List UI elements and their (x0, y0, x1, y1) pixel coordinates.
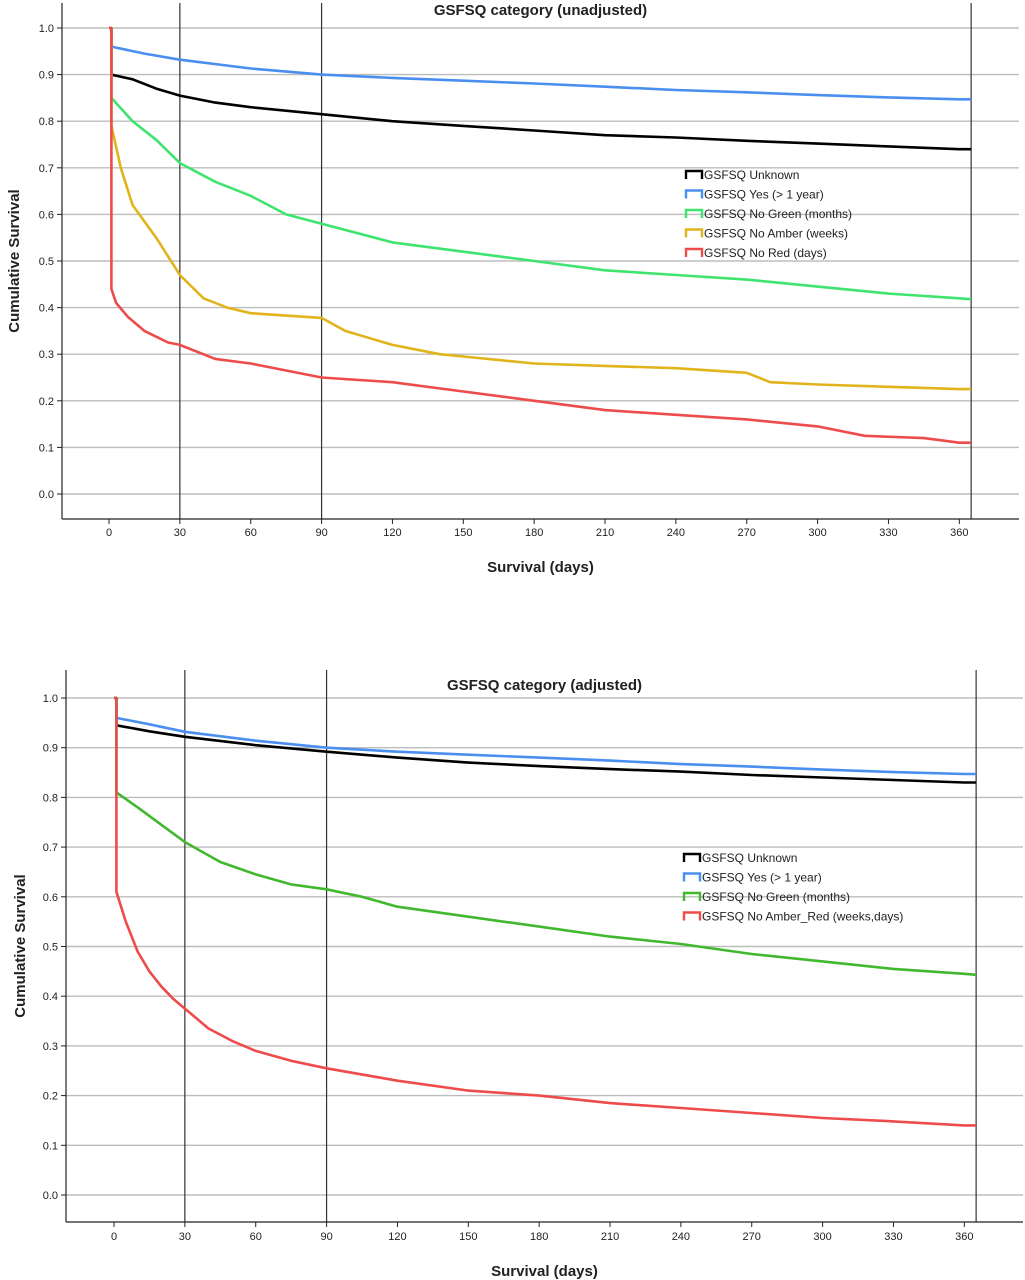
x-tick-label: 30 (174, 527, 186, 539)
x-tick-label: 30 (179, 1231, 191, 1243)
x-tick-label: 270 (743, 1231, 761, 1243)
x-tick-label: 240 (672, 1231, 690, 1243)
series-line (109, 26, 972, 301)
legend-label: GSFSQ No Amber (weeks) (704, 227, 848, 241)
y-tick-label: 0.7 (39, 163, 54, 175)
x-tick-label: 90 (315, 527, 327, 539)
x-tick-label: 270 (738, 527, 756, 539)
series-line (114, 696, 977, 977)
x-tick-label: 120 (383, 527, 401, 539)
x-tick-label: 180 (530, 1231, 548, 1243)
chart-panel-0: 0.0 0.1 0.2 0.3 0.4 0.5 0.6 0.7 0.8 0.9 1.0 0 30 60 90… (6, 2, 1019, 576)
y-tick-label: 0.1 (39, 442, 54, 454)
x-tick-label: 0 (106, 527, 112, 539)
legend-label: GSFSQ Unknown (702, 851, 797, 865)
y-tick-label: 1.0 (39, 23, 54, 35)
legend-swatch (682, 872, 702, 882)
x-tick-label: 300 (813, 1231, 831, 1243)
x-tick-label: 330 (879, 527, 897, 539)
series-line (114, 696, 977, 784)
x-tick-label: 180 (525, 527, 543, 539)
legend-swatch (682, 911, 702, 921)
y-tick-label: 0.6 (39, 209, 54, 221)
y-tick-label: 0.4 (39, 303, 54, 315)
x-tick-label: 240 (667, 527, 685, 539)
legend-label: GSFSQ Yes (> 1 year) (704, 188, 824, 202)
x-tick-label: 330 (884, 1231, 902, 1243)
y-tick-label: 0.6 (43, 892, 58, 904)
y-tick-label: 0.2 (43, 1091, 58, 1103)
legend-swatch (682, 852, 702, 862)
y-tick-label: 0.9 (43, 743, 58, 755)
legend-swatch (684, 189, 704, 199)
chart-title: GSFSQ category (adjusted) (447, 677, 642, 694)
y-tick-label: 0.9 (39, 70, 54, 82)
x-tick-label: 120 (388, 1231, 406, 1243)
legend-swatch (684, 169, 704, 179)
y-tick-label: 0.4 (43, 991, 58, 1003)
legend-label: GSFSQ Yes (> 1 year) (702, 871, 822, 885)
x-tick-label: 90 (320, 1231, 332, 1243)
x-tick-label: 300 (808, 527, 826, 539)
legend-swatch (684, 228, 704, 238)
x-tick-label: 150 (454, 527, 472, 539)
x-tick-label: 360 (950, 527, 968, 539)
y-tick-label: 0.8 (39, 116, 54, 128)
legend-swatch (682, 891, 702, 901)
legend-swatch (684, 247, 704, 257)
series-line (109, 26, 972, 391)
x-tick-label: 150 (459, 1231, 477, 1243)
series-line (114, 696, 977, 776)
x-tick-label: 210 (596, 527, 614, 539)
series-line (109, 26, 972, 101)
y-tick-label: 0.5 (43, 942, 58, 954)
legend-label: GSFSQ Unknown (704, 168, 799, 182)
y-tick-label: 0.0 (39, 489, 54, 501)
y-tick-label: 0.1 (43, 1140, 58, 1152)
legend-label: GSFSQ No Amber_Red (weeks,days) (702, 910, 903, 924)
legend-label: GSFSQ No Green (months) (702, 890, 850, 904)
chart-title: GSFSQ category (unadjusted) (434, 2, 647, 19)
x-tick-label: 360 (955, 1231, 973, 1243)
x-tick-label: 60 (250, 1231, 262, 1243)
x-axis-label: Survival (days) (487, 559, 594, 576)
y-tick-label: 0.7 (43, 842, 58, 854)
series-line (114, 696, 977, 1127)
x-axis-label: Survival (days) (491, 1263, 598, 1280)
series-line (109, 26, 972, 151)
y-axis-label: Cumulative Survival (6, 189, 23, 332)
x-tick-label: 60 (245, 527, 257, 539)
y-axis-label: Cumulative Survival (12, 874, 29, 1017)
chart-panel-1: 0.0 0.1 0.2 0.3 0.4 0.5 0.6 0.7 0.8 0.9 1.0 0 30 60 90… (12, 670, 1023, 1280)
series-line (109, 26, 972, 444)
y-tick-label: 0.3 (43, 1041, 58, 1053)
legend-swatch (684, 208, 704, 218)
y-tick-label: 0.8 (43, 792, 58, 804)
legend-label: GSFSQ No Green (months) (704, 207, 852, 221)
y-tick-label: 1.0 (43, 693, 58, 705)
legend-label: GSFSQ No Red (days) (704, 246, 827, 260)
y-tick-label: 0.3 (39, 349, 54, 361)
x-tick-label: 0 (111, 1231, 117, 1243)
x-tick-label: 210 (601, 1231, 619, 1243)
y-tick-label: 0.0 (43, 1190, 58, 1202)
y-tick-label: 0.5 (39, 256, 54, 268)
y-tick-label: 0.2 (39, 396, 54, 408)
